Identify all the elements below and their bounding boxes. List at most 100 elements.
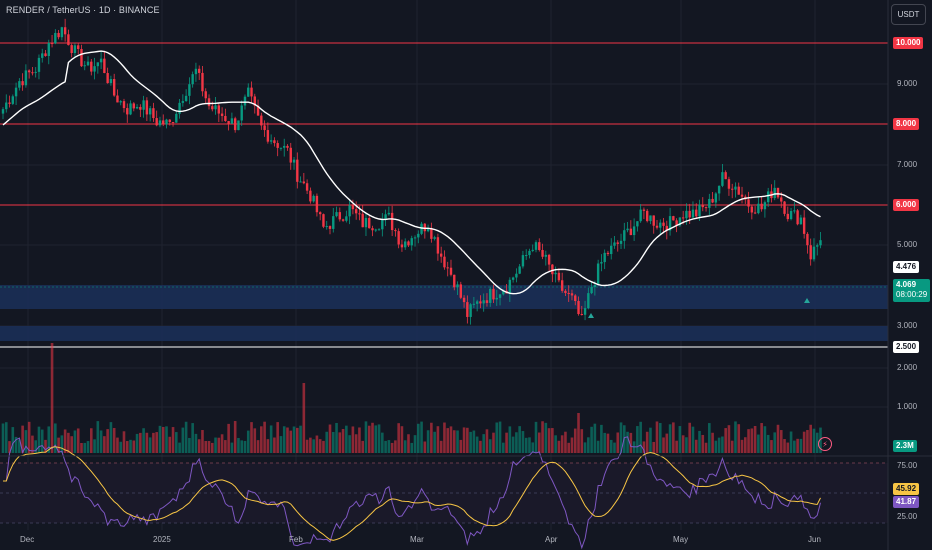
- candle-body: [466, 302, 469, 317]
- candle-body: [819, 240, 822, 246]
- volume-bar: [796, 438, 799, 453]
- candle-body: [377, 229, 381, 231]
- candle-body: [256, 105, 260, 116]
- volume-bar: [50, 343, 54, 453]
- candle-body: [289, 147, 292, 163]
- candle-body: [233, 118, 237, 131]
- volume-bar: [590, 426, 593, 453]
- volume-bar: [286, 427, 289, 453]
- candle-body: [129, 103, 132, 115]
- volume-bar: [178, 442, 181, 453]
- candle-body: [106, 73, 109, 84]
- volume-bar: [181, 427, 185, 453]
- volume-bar: [210, 442, 214, 453]
- volume-bar: [534, 421, 538, 453]
- volume-bar: [416, 423, 420, 453]
- volume-bar: [786, 442, 790, 453]
- candle-body: [511, 277, 515, 280]
- candle-body: [472, 303, 476, 305]
- price-tick-9: 9.000: [897, 79, 918, 88]
- candle-body: [31, 72, 34, 74]
- candle-body: [201, 72, 204, 92]
- candle-body: [593, 284, 597, 288]
- volume-bar: [469, 431, 472, 453]
- last-price-badge: 4.069 08:00:29: [893, 279, 931, 302]
- candle-body: [67, 34, 70, 46]
- candle-body: [802, 217, 806, 234]
- volume-bar: [269, 425, 273, 453]
- volume-bar: [374, 425, 378, 453]
- candle-body: [757, 203, 760, 214]
- volume-bar: [40, 429, 44, 453]
- volume-bar: [436, 426, 440, 453]
- currency-button[interactable]: USDT: [891, 4, 926, 25]
- volume-bar: [642, 441, 646, 453]
- volume-bar: [201, 430, 204, 453]
- candle-body: [283, 145, 286, 148]
- volume-bar: [802, 431, 806, 453]
- candle-body: [8, 102, 11, 104]
- candle-body: [50, 43, 54, 45]
- candle-body: [587, 293, 590, 309]
- candle-body: [273, 140, 276, 144]
- candle-body: [639, 209, 642, 222]
- candle-body: [181, 101, 185, 103]
- candle-body: [619, 240, 623, 244]
- candle-body: [701, 204, 704, 208]
- candle-body: [515, 273, 518, 278]
- volume-bar: [482, 434, 485, 453]
- volume-bar: [83, 442, 87, 453]
- volume-bar: [345, 425, 348, 453]
- candle-body: [783, 201, 786, 214]
- candle-body: [188, 84, 191, 96]
- volume-bar: [125, 441, 129, 453]
- candle-body: [335, 212, 338, 217]
- volume-bar: [430, 422, 433, 453]
- x-label-dec: Dec: [20, 535, 35, 544]
- signal-marker-1: [588, 313, 594, 318]
- volume-bar: [54, 423, 57, 453]
- candle-body: [112, 79, 116, 96]
- candle-body: [541, 250, 544, 257]
- volume-bar: [606, 433, 610, 453]
- volume-bar: [789, 431, 793, 453]
- volume-bar: [593, 423, 597, 453]
- volume-bar: [44, 439, 47, 453]
- rsi-tick-25: 25.00: [897, 512, 918, 521]
- volume-bar: [714, 440, 718, 453]
- candle-body: [662, 222, 665, 226]
- volume-bar: [505, 432, 508, 453]
- volume-bar: [662, 437, 665, 453]
- volume-bar: [86, 441, 90, 453]
- volume-bar: [423, 441, 427, 453]
- candle-body: [685, 210, 688, 219]
- symbol-header: RENDER / TetherUS · 1D · BINANCE: [6, 5, 160, 15]
- volume-bar: [37, 426, 41, 453]
- candle-body: [456, 284, 459, 288]
- candle-body: [315, 195, 319, 213]
- candle-body: [652, 215, 655, 226]
- volume-bar: [704, 442, 708, 453]
- candle-body: [809, 245, 812, 260]
- volume-bar: [806, 430, 809, 453]
- volume-bar: [8, 441, 11, 453]
- candle-body: [551, 264, 554, 275]
- lightning-icon[interactable]: ⚡: [818, 437, 832, 451]
- volume-bar: [302, 383, 306, 453]
- volume-bar: [407, 434, 410, 453]
- candle-body: [796, 210, 799, 225]
- candle-body: [260, 115, 263, 126]
- volume-bar: [145, 432, 149, 453]
- candle-body: [740, 194, 744, 197]
- volume-bar: [727, 425, 731, 453]
- volume-bar: [122, 431, 126, 453]
- candle-body: [606, 252, 610, 255]
- rsi-line: [3, 436, 821, 550]
- volume-bar: [639, 421, 642, 453]
- candle-body: [194, 68, 198, 75]
- volume-bar: [31, 435, 34, 453]
- volume-bar: [14, 436, 18, 453]
- volume-bar: [152, 432, 155, 453]
- candle-body: [420, 223, 423, 234]
